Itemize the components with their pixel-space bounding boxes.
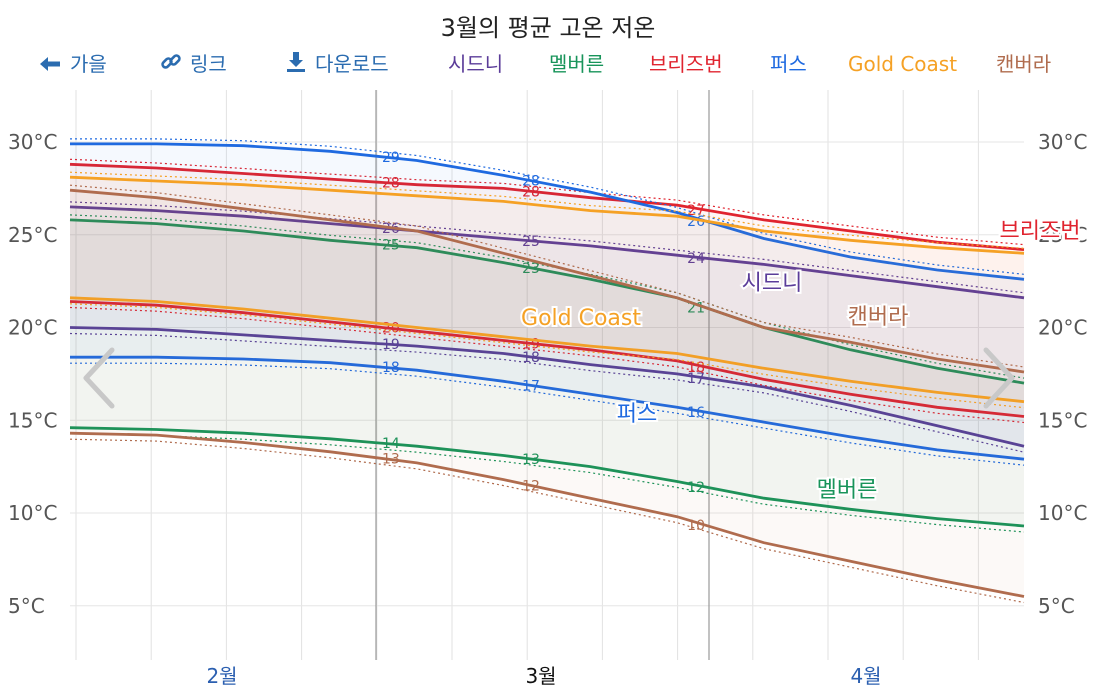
legend-canberra[interactable]: 캔버라 xyxy=(996,52,1052,76)
download-icon xyxy=(285,50,307,82)
month-label: 3월 xyxy=(525,664,556,688)
range-band xyxy=(70,143,1024,460)
link-icon xyxy=(160,50,182,82)
arrow-left-icon xyxy=(38,50,62,82)
value-label: 18 xyxy=(687,360,705,376)
legend-perth[interactable]: 퍼스 xyxy=(770,52,807,76)
y-tick-label-left: 15°C xyxy=(8,408,57,432)
series-city-label: 퍼스 xyxy=(617,402,657,427)
link-button[interactable]: 링크 xyxy=(160,48,227,82)
y-tick-label-right: 10°C xyxy=(1038,501,1087,525)
value-label: 18 xyxy=(382,360,400,376)
legend-brisbane[interactable]: 브리즈번 xyxy=(649,52,723,76)
value-label: 12 xyxy=(522,478,540,494)
value-label: 10 xyxy=(687,518,705,534)
y-tick-label-right: 15°C xyxy=(1038,408,1087,432)
low-line xyxy=(69,300,1025,418)
value-label: 28 xyxy=(522,184,540,200)
record-low-line xyxy=(69,332,1025,453)
y-tick-label-left: 20°C xyxy=(8,316,57,340)
low-line xyxy=(69,431,1025,598)
record-low-line xyxy=(69,433,1025,533)
y-tick-label-left: 25°C xyxy=(8,223,57,247)
value-label: 13 xyxy=(522,452,540,468)
low-line xyxy=(70,355,1025,461)
series-city-label: Gold Coast xyxy=(521,306,641,331)
value-label: 17 xyxy=(522,378,540,394)
range-band xyxy=(70,219,1024,526)
carousel-prev-arrow[interactable] xyxy=(83,347,115,409)
record-low-line xyxy=(69,303,1025,409)
download-button[interactable]: 다운로드 xyxy=(285,48,389,82)
record-high-line xyxy=(69,214,1025,379)
record-high-line xyxy=(70,138,1025,275)
value-label: 24 xyxy=(687,251,705,267)
record-low-line xyxy=(69,438,1025,604)
y-tick-label-left: 5°C xyxy=(8,594,45,618)
link-label: 링크 xyxy=(190,52,227,76)
low-line xyxy=(69,296,1025,404)
range-band xyxy=(70,190,1024,597)
download-label: 다운로드 xyxy=(315,52,389,76)
series-city-label: 멜버른 xyxy=(817,478,878,503)
value-label: 12 xyxy=(687,480,705,496)
value-label: 16 xyxy=(687,405,705,421)
prev-month-button[interactable]: 가을 xyxy=(38,48,107,82)
value-label: 23 xyxy=(522,261,540,277)
temperature-chart: 5°C 5°C 10°C 10°C 15°C 15°C 20°C 20°C 25°C 25°C 30… xyxy=(8,90,1087,688)
legend-sydney[interactable]: 시드니 xyxy=(448,52,504,76)
prev-month-label: 가을 xyxy=(70,52,107,76)
value-label: 17 xyxy=(687,371,705,387)
value-label: 27 xyxy=(687,203,705,219)
high-line xyxy=(69,218,1025,385)
value-label: 18 xyxy=(522,350,540,366)
high-line xyxy=(70,142,1025,281)
value-label: 13 xyxy=(382,451,400,467)
series-city-label: 캔버라 xyxy=(848,305,909,330)
month-label: 2월 xyxy=(206,664,237,688)
y-tick-label-right: 30°C xyxy=(1038,130,1087,154)
chart-toolbar: 가을 링크 다운로드 시드니 멜버른 브리즈번 퍼스 Gold Coast 캔버… xyxy=(0,48,1096,80)
record-low-line xyxy=(69,306,1025,424)
high-line xyxy=(69,162,1025,251)
record-low-line xyxy=(70,362,1025,466)
month-label: 4월 xyxy=(850,664,881,688)
high-line xyxy=(69,205,1025,300)
high-line xyxy=(69,188,1025,374)
legend-melbourne[interactable]: 멜버른 xyxy=(549,52,605,76)
legend-gold-coast[interactable]: Gold Coast xyxy=(848,52,958,76)
value-label: 25 xyxy=(522,234,540,250)
range-band xyxy=(70,164,1024,417)
y-tick-label-left: 10°C xyxy=(8,501,57,525)
y-tick-label-left: 30°C xyxy=(8,130,57,154)
y-tick-label-right: 20°C xyxy=(1038,316,1087,340)
series-city-label: 브리즈번 xyxy=(1000,219,1081,244)
value-label: 19 xyxy=(382,337,400,353)
chart-title: 3월의 평균 고온 저온 xyxy=(440,14,656,42)
value-label: 28 xyxy=(382,175,400,191)
low-line xyxy=(69,326,1025,448)
y-tick-label-right: 25°C xyxy=(1038,223,1087,247)
series-city-label: 시드니 xyxy=(742,271,803,296)
low-line xyxy=(69,426,1025,528)
value-label: 29 xyxy=(382,150,400,166)
carousel-next-arrow[interactable] xyxy=(983,347,1015,409)
value-label: 25 xyxy=(382,238,400,254)
value-label: 28 xyxy=(522,174,540,190)
y-tick-label-right: 5°C xyxy=(1038,594,1075,618)
value-label: 14 xyxy=(382,436,400,452)
high-line xyxy=(69,175,1025,255)
range-band xyxy=(70,206,1024,447)
